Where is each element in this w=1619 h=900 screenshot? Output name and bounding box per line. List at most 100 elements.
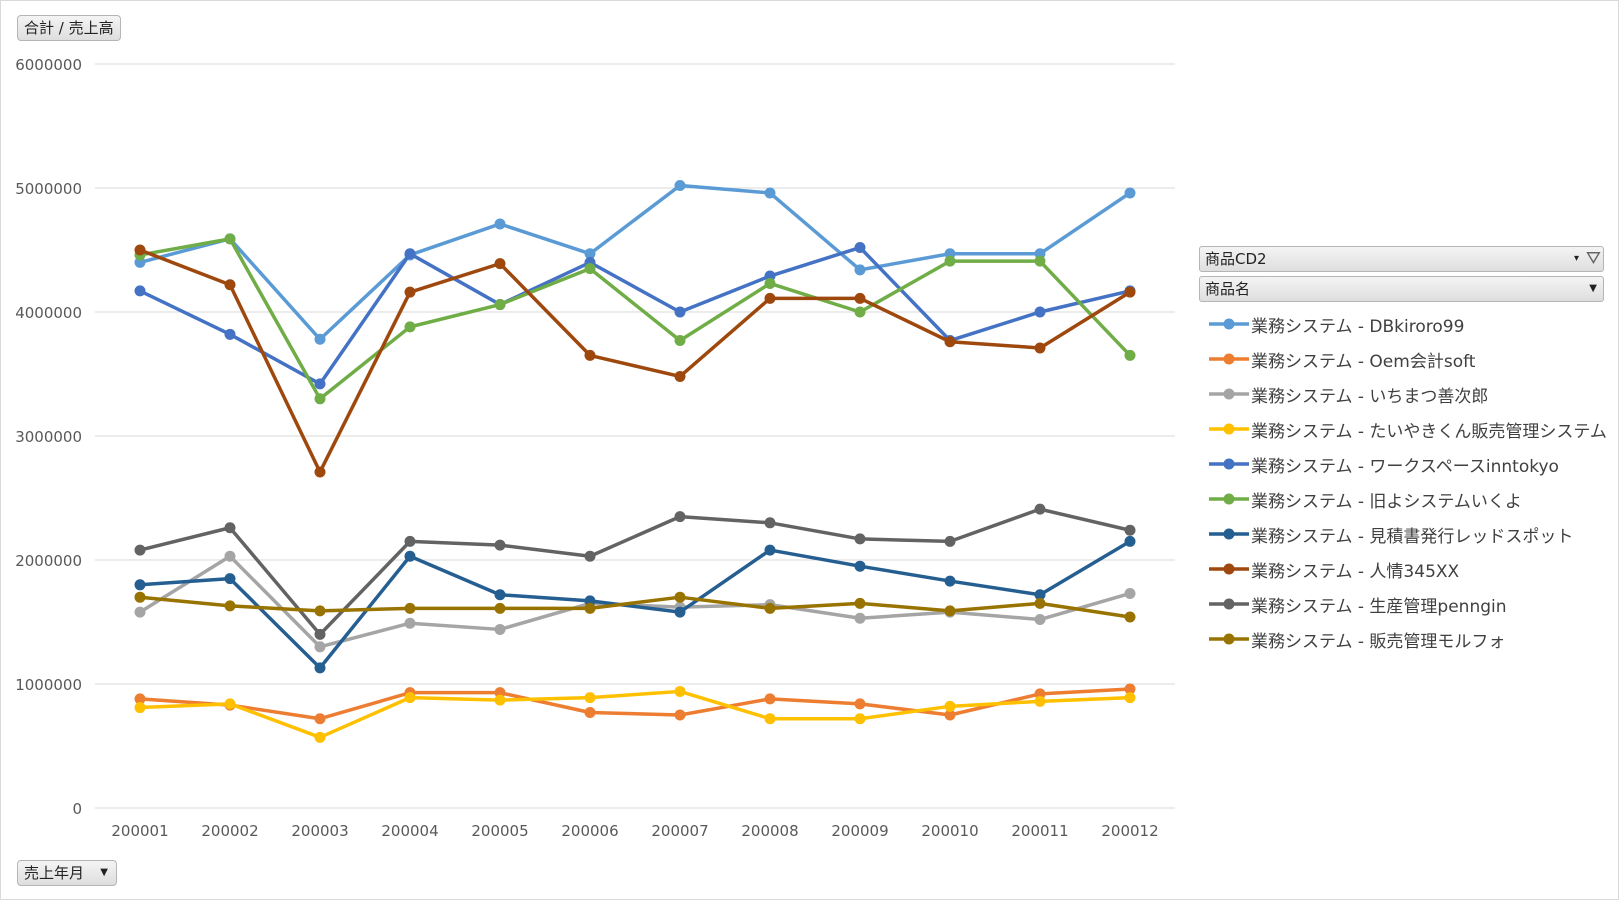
data-point (1124, 611, 1136, 623)
legend-marker-icon (1209, 423, 1249, 435)
x-tick-label: 200005 (471, 822, 528, 840)
data-point (584, 550, 596, 562)
dropdown-arrow-icon: ▼ (1589, 283, 1597, 294)
data-point (1124, 187, 1136, 199)
data-point (494, 299, 506, 311)
data-point (314, 662, 326, 674)
data-point (404, 286, 416, 298)
data-point (674, 709, 686, 721)
data-point (764, 187, 776, 199)
x-tick-label: 200009 (831, 822, 888, 840)
data-point (314, 713, 326, 725)
data-point (224, 698, 236, 710)
axis-field-button[interactable]: 売上年月 ▼ (17, 860, 117, 886)
data-point (404, 617, 416, 629)
dropdown-arrow-icon: ▼ (100, 867, 108, 878)
data-point (674, 370, 686, 382)
data-point (674, 685, 686, 697)
data-point (944, 535, 956, 547)
data-point (224, 550, 236, 562)
y-tick-label: 5000000 (15, 180, 82, 198)
data-point (134, 579, 146, 591)
data-point (494, 694, 506, 706)
dropdown-arrow-icon: ▾ (1573, 253, 1579, 264)
data-point (494, 218, 506, 230)
data-point (944, 709, 956, 721)
x-tick-label: 200010 (921, 822, 978, 840)
data-point (584, 602, 596, 614)
legend-item: 業務システム - 旧よシステムいくよ (1199, 481, 1604, 516)
data-point (404, 692, 416, 704)
legend-list: 業務システム - DBkiroro99 業務システム - Oem会計soft 業務シ… (1199, 306, 1607, 656)
legend-item: 業務システム - Oem会計soft (1199, 341, 1604, 376)
data-point (944, 605, 956, 617)
data-point (764, 693, 776, 705)
data-point (584, 248, 596, 260)
series-line-4 (138, 689, 1132, 740)
data-point (494, 623, 506, 635)
data-point (314, 378, 326, 390)
data-point (1124, 535, 1136, 547)
legend-item: 業務システム - たいやきくん販売管理システム (1199, 411, 1607, 446)
data-point (854, 264, 866, 276)
data-point (134, 693, 146, 705)
data-point (674, 511, 686, 523)
x-tick-label: 200008 (741, 822, 798, 840)
x-tick-label: 200007 (651, 822, 708, 840)
data-point (674, 180, 686, 192)
data-point (854, 698, 866, 710)
data-point (314, 641, 326, 653)
data-point (224, 279, 236, 291)
value-field-button[interactable]: 合計 / 売上高 (17, 15, 121, 41)
data-point (584, 707, 596, 719)
data-point (1124, 349, 1136, 361)
data-point (1034, 614, 1046, 626)
data-point (944, 575, 956, 587)
legend-marker-icon (1209, 493, 1249, 505)
data-point (764, 544, 776, 556)
data-point (854, 560, 866, 572)
legend-label: 業務システム - いちまつ善次郎 (1251, 387, 1489, 407)
axis-field-label: 売上年月 (24, 864, 85, 882)
legend-label: 業務システム - 見積書発行レッドスポット (1251, 527, 1574, 547)
series-line-5 (138, 245, 1132, 386)
data-point (134, 702, 146, 714)
data-point (314, 333, 326, 345)
data-point (854, 306, 866, 318)
filter-icon[interactable]: ⛛ (1585, 248, 1601, 269)
legend-item: 業務システム - 見積書発行レッドスポット (1199, 516, 1604, 551)
legend-marker-icon (1209, 528, 1249, 540)
data-point (314, 731, 326, 743)
data-point (1124, 524, 1136, 536)
data-point (404, 535, 416, 547)
data-point (674, 606, 686, 618)
data-point (764, 277, 776, 289)
x-tick-label: 200002 (201, 822, 258, 840)
data-point (584, 349, 596, 361)
data-point (224, 233, 236, 245)
series-line-1 (138, 183, 1132, 342)
data-point (854, 292, 866, 304)
y-tick-label: 1000000 (15, 676, 82, 694)
series-line-8 (138, 248, 1132, 474)
series-line-10 (138, 595, 1132, 619)
data-point (494, 589, 506, 601)
data-point (1034, 589, 1046, 601)
legend-label: 業務システム - 人情345XX (1251, 562, 1460, 582)
legend-field-product-cd2[interactable]: 商品CD2 ▾ ⛛ (1199, 246, 1604, 272)
data-point (314, 628, 326, 640)
y-tick-label: 0 (72, 800, 82, 818)
legend-item: 業務システム - 生産管理penngin (1199, 586, 1604, 621)
legend-marker-icon (1209, 598, 1249, 610)
legend-item: 業務システム - DBkiroro99 (1199, 306, 1604, 341)
legend-field-product-name[interactable]: 商品名 ▼ (1199, 276, 1604, 302)
legend-item: 業務システム - いちまつ善次郎 (1199, 376, 1604, 411)
data-point (134, 244, 146, 256)
data-point (404, 550, 416, 562)
data-point (404, 248, 416, 260)
x-tick-label: 200011 (1011, 822, 1068, 840)
data-point (224, 573, 236, 585)
data-point (404, 321, 416, 333)
legend: 商品CD2 ▾ ⛛ 商品名 ▼ 業務システム - DBkiroro99 業務システ… (1199, 246, 1607, 656)
data-point (224, 328, 236, 340)
